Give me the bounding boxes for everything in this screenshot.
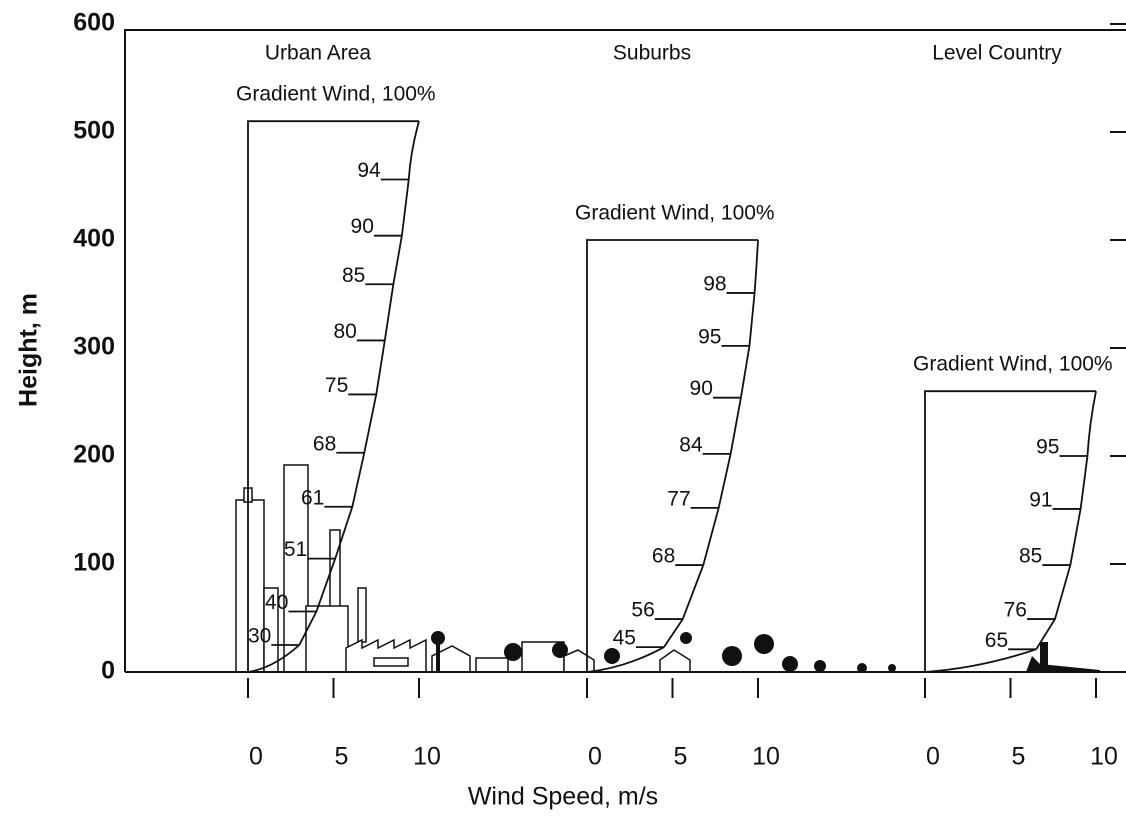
x-tick-label: 10 (1090, 743, 1118, 771)
panel-title: Urban Area (265, 42, 372, 65)
profile-curve (1035, 455, 1089, 650)
profile-label: 84 (679, 433, 703, 456)
panel-title: Suburbs (613, 42, 691, 65)
y-tick-label: 0 (101, 657, 115, 685)
profile-label: 95 (698, 325, 721, 348)
profile-label: 75 (325, 374, 348, 397)
profile-curve-end (586, 646, 665, 673)
x-tick-label: 5 (335, 743, 349, 771)
gradient-box (247, 120, 419, 672)
y-axis-title: Height, m (15, 293, 43, 407)
x-tick-label: 0 (926, 743, 940, 771)
profile-label: 90 (690, 377, 713, 400)
y-tick-label: 300 (73, 333, 115, 361)
profile-curve-end (407, 120, 420, 180)
y-tick-label: 100 (73, 549, 115, 577)
gradient-box (924, 390, 1096, 672)
profile-label: 30 (248, 625, 271, 648)
y-tick-label: 500 (73, 117, 115, 145)
profile-curve-end (924, 648, 1037, 673)
gradient-box (586, 239, 758, 672)
profile-curve (663, 292, 756, 648)
profile-label: 85 (1019, 545, 1042, 568)
profile-label: 76 (1004, 599, 1027, 622)
axis-frame (124, 29, 1126, 672)
gradient-label: Gradient Wind, 100% (236, 83, 436, 106)
x-tick-label: 5 (1012, 743, 1026, 771)
x-tick-label: 0 (249, 743, 263, 771)
profile-curve (298, 179, 410, 646)
profile-label: 65 (985, 629, 1008, 652)
profile-curve-end (753, 239, 759, 293)
profile-label: 91 (1029, 488, 1052, 511)
profile-curve-end (1086, 391, 1097, 457)
profile-curve-end (247, 644, 300, 673)
x-tick-label: 0 (588, 743, 602, 771)
x-tick-label: 10 (413, 743, 441, 771)
profile-label: 45 (613, 627, 636, 650)
gradient-label: Gradient Wind, 100% (575, 202, 775, 225)
gradient-label: Gradient Wind, 100% (913, 353, 1113, 376)
profile-label: 95 (1036, 436, 1059, 459)
y-tick-label: 200 (73, 441, 115, 469)
profile-label: 80 (333, 320, 356, 343)
y-tick-label: 400 (73, 225, 115, 253)
profile-label: 51 (284, 538, 307, 561)
profile-label: 85 (342, 264, 365, 287)
x-tick-label: 5 (674, 743, 688, 771)
profile-label: 61 (301, 486, 324, 509)
x-tick-label: 10 (752, 743, 780, 771)
profile-label: 98 (703, 272, 726, 295)
profile-label: 90 (351, 215, 374, 238)
x-axis-title: Wind Speed, m/s (468, 783, 658, 811)
panel-title: Level Country (932, 42, 1062, 65)
scenery (235, 464, 1100, 673)
profile-label: 68 (652, 545, 675, 568)
profile-label: 56 (631, 599, 654, 622)
profile-label: 40 (265, 591, 288, 614)
y-tick-label: 600 (73, 9, 115, 37)
profile-label: 94 (357, 159, 381, 182)
profile-label: 68 (313, 432, 336, 455)
profile-label: 77 (667, 487, 690, 510)
